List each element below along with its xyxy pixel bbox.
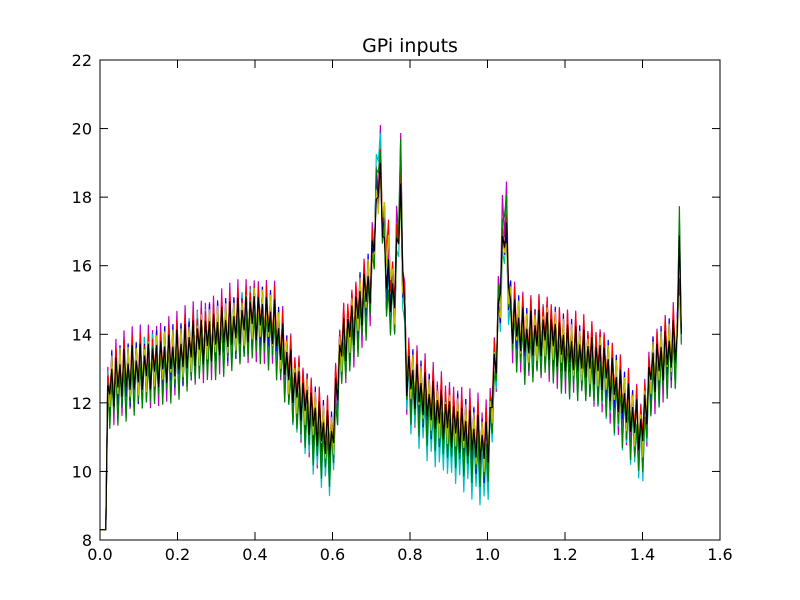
x-tick-label: 1.4 [630, 545, 655, 564]
x-tick-label: 0.6 [320, 545, 345, 564]
series-layer [100, 125, 682, 531]
y-tick-label: 16 [72, 257, 92, 276]
x-tick-label: 0.8 [397, 545, 422, 564]
series-line-7 [100, 163, 682, 531]
x-tick-label: 1.2 [552, 545, 577, 564]
x-tick-label: 0.4 [242, 545, 267, 564]
x-tick-label: 1.0 [475, 545, 500, 564]
y-tick-label: 20 [72, 120, 92, 139]
y-tick-label: 22 [72, 51, 92, 70]
y-tick-label: 14 [72, 325, 92, 344]
y-tick-label: 8 [82, 531, 92, 550]
y-tick-label: 18 [72, 188, 92, 207]
y-tick-label: 10 [72, 462, 92, 481]
ticks-layer: 0.0 0.2 0.4 0.6 0.8 1.0 1.2 1.4 1.6 8 10 12 14 16 18 20… [72, 51, 733, 564]
x-tick-label: 0.2 [165, 545, 190, 564]
chart-title: GPi inputs [362, 35, 458, 57]
y-tick-label: 12 [72, 394, 92, 413]
x-tick-label: 1.6 [707, 545, 732, 564]
x-tick-label: 0.0 [87, 545, 112, 564]
